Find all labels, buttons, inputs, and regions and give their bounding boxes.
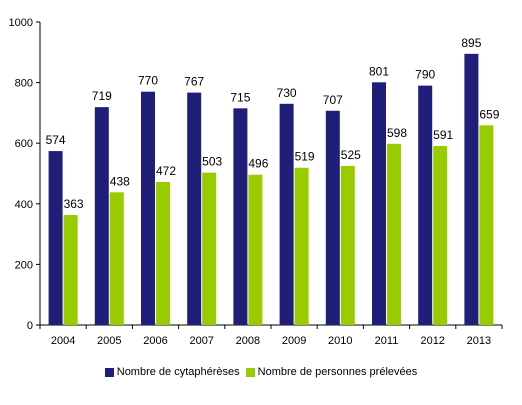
- data-label-cytapheresis: 770: [138, 74, 158, 88]
- x-tick-label: 2009: [282, 335, 306, 347]
- legend-item-cytapheresis: Nombre de cytaphérèses: [104, 366, 240, 378]
- data-label-cytapheresis: 715: [230, 90, 250, 104]
- x-tick-label: 2013: [467, 335, 491, 347]
- x-tick-label: 2012: [420, 335, 444, 347]
- data-label-cytapheresis: 767: [184, 75, 204, 89]
- bar-persons: [63, 215, 78, 325]
- data-label-persons: 591: [433, 128, 453, 142]
- x-tick-label: 2007: [189, 335, 213, 347]
- bar-persons: [387, 143, 401, 325]
- y-tick-label: 800: [15, 78, 33, 90]
- y-tick-label: 1000: [9, 17, 33, 29]
- bar-cytapheresis: [279, 103, 294, 325]
- x-axis: 2004 2005 2006 2007 2008 2009 2010 2011 2012 2013: [39, 324, 503, 347]
- data-label-cytapheresis: 574: [46, 133, 66, 147]
- data-label-cytapheresis: 730: [277, 86, 297, 100]
- y-tick-label: 200: [15, 259, 33, 271]
- x-tick-label: 2004: [51, 335, 75, 347]
- bar-cytapheresis: [464, 53, 479, 325]
- data-label-cytapheresis: 895: [461, 36, 481, 50]
- bar-cytapheresis: [418, 85, 433, 325]
- data-labels: 574 363 719 438 770 472 767 503 715 496 730 519 707 5…: [46, 36, 500, 211]
- data-label-persons: 503: [202, 155, 222, 169]
- bar-persons: [248, 174, 263, 325]
- data-label-persons: 496: [248, 157, 268, 171]
- data-label-persons: 472: [156, 164, 176, 178]
- bar-persons: [156, 181, 170, 325]
- x-tick-label: 2008: [236, 335, 260, 347]
- bar-cytapheresis: [48, 151, 63, 325]
- data-label-persons: 519: [295, 150, 315, 164]
- bar-persons: [479, 125, 494, 325]
- y-axis: 0 200 400 600 800 1000: [9, 17, 41, 332]
- x-tick-label: 2010: [328, 335, 352, 347]
- legend-swatch-cytapheresis: [104, 367, 114, 377]
- bars: [48, 53, 494, 326]
- data-label-cytapheresis: 790: [415, 68, 435, 82]
- y-tick-label: 600: [15, 138, 33, 150]
- bar-cytapheresis: [372, 82, 386, 325]
- bar-persons: [433, 145, 448, 325]
- x-tick-label: 2005: [97, 335, 121, 347]
- legend-swatch-persons: [245, 367, 255, 377]
- bar-cytapheresis: [187, 92, 202, 325]
- bar-cytapheresis: [233, 108, 248, 325]
- data-label-cytapheresis: 801: [369, 64, 389, 78]
- x-tick-label: 2006: [143, 335, 167, 347]
- y-tick-label: 0: [27, 320, 33, 332]
- data-label-persons: 659: [479, 107, 499, 121]
- bar-persons: [202, 172, 217, 325]
- data-label-cytapheresis: 707: [323, 93, 343, 107]
- bar-cytapheresis: [141, 91, 155, 325]
- legend-item-persons: Nombre de personnes prélevées: [245, 366, 418, 378]
- legend-label-persons: Nombre de personnes prélevées: [257, 366, 418, 378]
- bar-persons: [294, 167, 309, 325]
- bar-cytapheresis: [325, 110, 340, 326]
- data-label-persons: 598: [387, 126, 407, 140]
- data-label-persons: 363: [64, 197, 84, 211]
- data-label-cytapheresis: 719: [92, 89, 112, 103]
- x-tick-label: 2011: [375, 335, 399, 347]
- bar-cytapheresis: [94, 107, 109, 325]
- legend: Nombre de cytaphérèses Nombre de personn…: [0, 366, 522, 378]
- bar-persons: [109, 192, 124, 325]
- y-tick-label: 400: [15, 199, 33, 211]
- data-label-persons: 525: [341, 148, 361, 162]
- bar-persons: [340, 165, 355, 325]
- data-label-persons: 438: [110, 174, 130, 188]
- legend-label-cytapheresis: Nombre de cytaphérèses: [116, 366, 240, 378]
